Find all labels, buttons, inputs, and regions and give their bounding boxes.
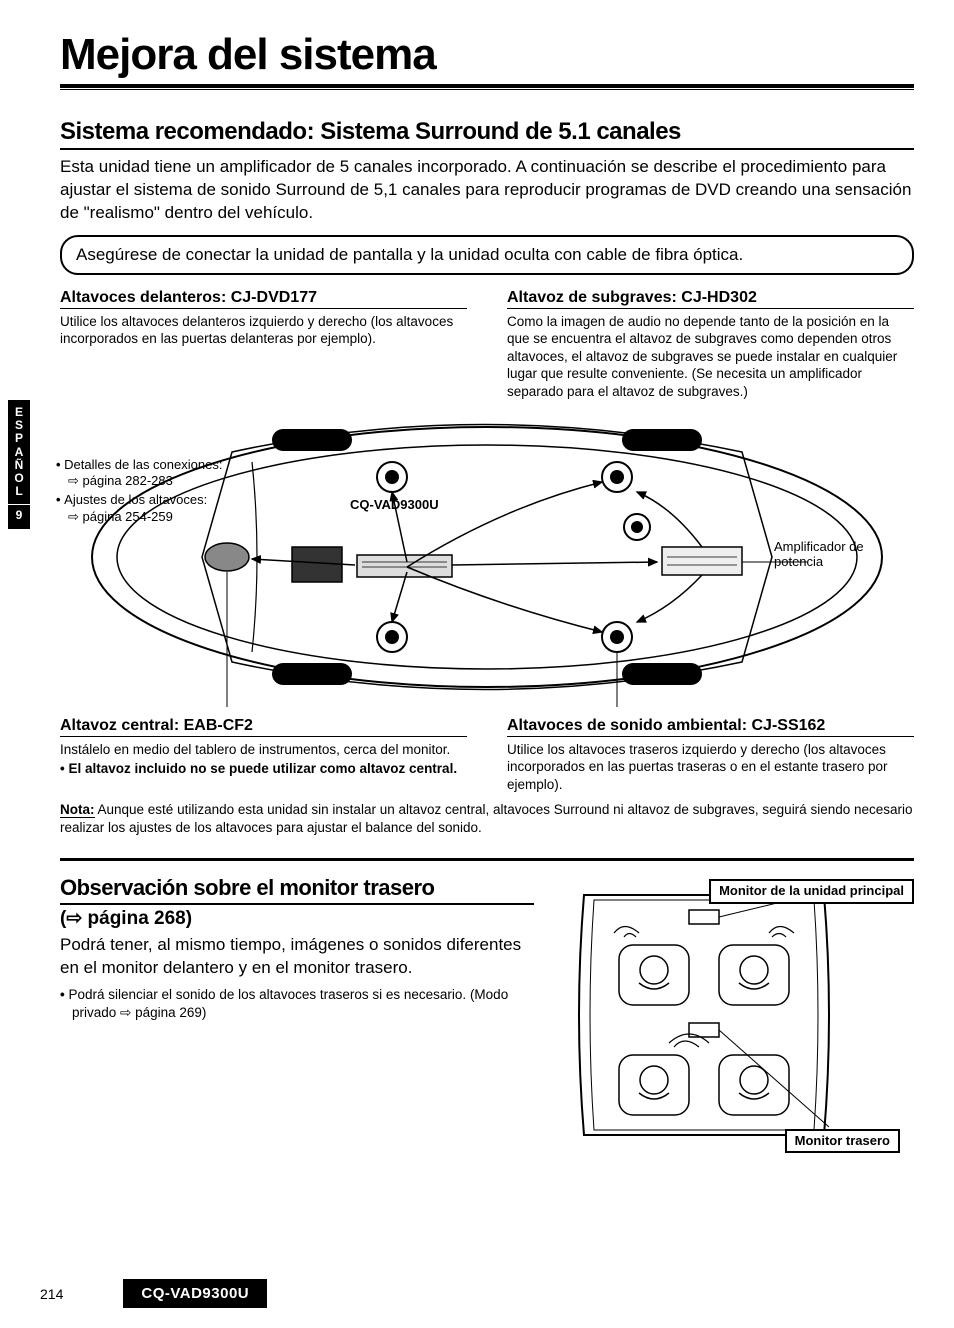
note-label: Nota: [60, 802, 95, 818]
page-title: Mejora del sistema [60, 30, 914, 80]
rear-monitor-diagram: Monitor de la unidad principal Monitor t… [554, 875, 914, 1155]
language-tab: ESPAÑOL 9 [8, 400, 30, 529]
front-speaker-desc: Utilice los altavoces delanteros izquier… [60, 313, 467, 348]
rear-monitor-text: Podrá tener, al mismo tiempo, imágenes o… [60, 934, 534, 980]
balance-note: Nota: Aunque esté utilizando esta unidad… [60, 801, 914, 836]
rear-monitor-page-ref: (⇨ página 268) [60, 907, 534, 930]
connections-detail-note: Detalles de las conexiones: página 282-2… [56, 457, 251, 491]
car-speaker-diagram: Detalles de las conexiones: página 282-2… [60, 407, 914, 707]
title-rule [60, 84, 914, 90]
center-speaker-desc: Instálelo en medio del tablero de instru… [60, 741, 467, 759]
front-speaker-heading: Altavoces delanteros: CJ-DVD177 [60, 289, 467, 309]
rear-monitor-heading: Observación sobre el monitor trasero [60, 875, 534, 905]
fiber-optic-notice: Asegúrese de conectar la unidad de panta… [60, 235, 914, 275]
tab-section-num: 9 [8, 504, 30, 522]
main-monitor-label: Monitor de la unidad principal [709, 879, 914, 903]
surround-speaker-heading: Altavoces de sonido ambiental: CJ-SS162 [507, 717, 914, 737]
center-speaker-warning: El altavoz incluido no se puede utilizar… [60, 760, 467, 778]
model-badge: CQ-VAD9300U [123, 1279, 267, 1308]
note-body: Aunque esté utilizando esta unidad sin i… [60, 802, 913, 835]
center-speaker-heading: Altavoz central: EAB-CF2 [60, 717, 467, 737]
rear-monitor-label: Monitor trasero [785, 1129, 900, 1153]
surround-speaker-desc: Utilice los altavoces traseros izquierdo… [507, 741, 914, 794]
rear-monitor-mute-bullet: Podrá silenciar el sonido de los altavoc… [60, 986, 534, 1021]
diagram-side-notes: Detalles de las conexiones: página 282-2… [56, 455, 251, 527]
intro-paragraph: Esta unidad tiene un amplificador de 5 c… [60, 156, 914, 225]
speaker-adjust-note: Ajustes de los altavoces: página 254-259 [56, 492, 251, 526]
section-heading-recommended: Sistema recomendado: Sistema Surround de… [60, 118, 914, 150]
tab-lang: ESPAÑOL [8, 406, 30, 498]
sub-speaker-heading: Altavoz de subgraves: CJ-HD302 [507, 289, 914, 309]
page-footer: 214 CQ-VAD9300U [40, 1279, 914, 1308]
page-number: 214 [40, 1286, 63, 1302]
head-unit-model-label: CQ-VAD9300U [350, 497, 439, 512]
power-amp-label: Amplificador de potencia [774, 539, 884, 570]
sub-speaker-desc: Como la imagen de audio no depende tanto… [507, 313, 914, 401]
section-divider [60, 858, 914, 861]
cabin-seats-svg [554, 875, 914, 1155]
